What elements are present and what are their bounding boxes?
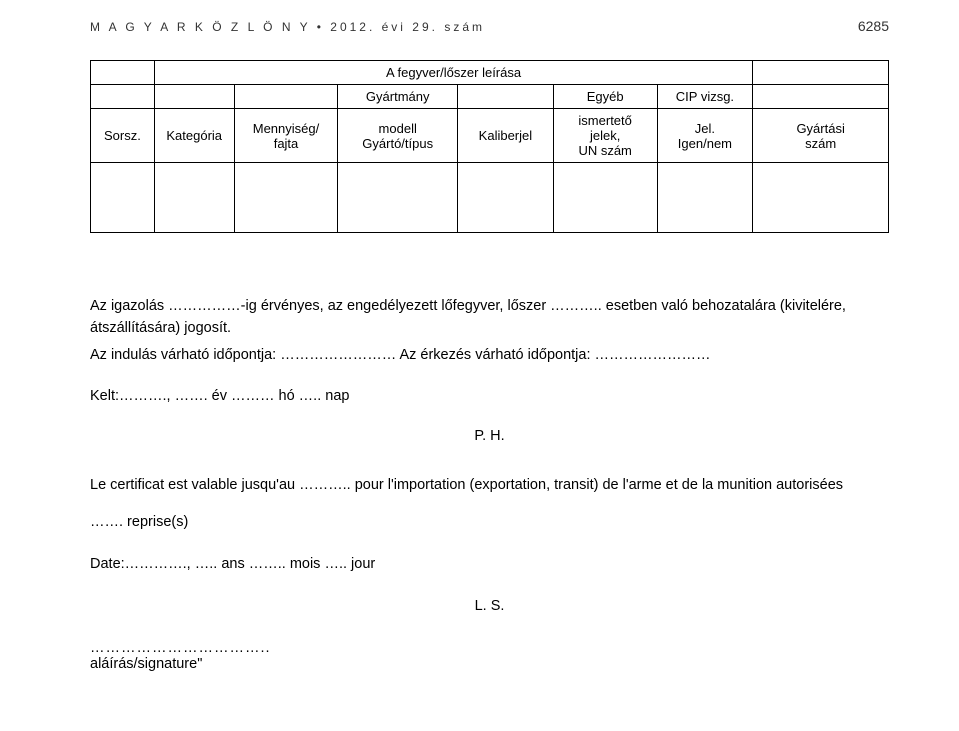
weapon-description-table: A fegyver/lőszer leírása Gyártmány Egyéb… bbox=[90, 60, 889, 233]
igazolas-line: Az igazolás ……………-ig érvényes, az engedé… bbox=[90, 295, 889, 340]
data-cell bbox=[458, 163, 554, 233]
reprise-line: ……. reprise(s) bbox=[90, 511, 889, 533]
header-left: M A G Y A R K Ö Z L Ö N Y • 2012. évi 29… bbox=[90, 20, 485, 34]
col-kaliber: Kaliberjel bbox=[458, 109, 554, 163]
cell-blank bbox=[458, 85, 554, 109]
table-title: A fegyver/lőszer leírása bbox=[154, 61, 752, 85]
data-cell bbox=[753, 163, 889, 233]
ls-stamp: L. S. bbox=[90, 598, 889, 614]
signature-dots: …………………………….. bbox=[90, 640, 889, 656]
cell-blank bbox=[234, 85, 338, 109]
col-kategoria: Kategória bbox=[154, 109, 234, 163]
col-ismerteto: ismertető jelek, UN szám bbox=[553, 109, 657, 163]
body-text-block: Az igazolás ……………-ig érvényes, az engedé… bbox=[90, 295, 889, 366]
header-page-number: 6285 bbox=[858, 18, 889, 34]
data-cell bbox=[234, 163, 338, 233]
col-cip: CIP vizsg. bbox=[657, 85, 753, 109]
indulas-line: Az indulás várható időpontja: …………………… A… bbox=[90, 344, 889, 366]
data-cell bbox=[657, 163, 753, 233]
page-header: M A G Y A R K Ö Z L Ö N Y • 2012. évi 29… bbox=[90, 18, 889, 34]
data-cell bbox=[553, 163, 657, 233]
col-gyartmany: Gyártmány bbox=[338, 85, 458, 109]
cell-blank bbox=[91, 61, 155, 85]
col-mennyiseg: Mennyiség/ fajta bbox=[234, 109, 338, 163]
kelt-line: Kelt:………., ……. év ……… hó ….. nap bbox=[90, 388, 889, 404]
signature-label: aláírás/signature" bbox=[90, 656, 889, 672]
cell-blank bbox=[753, 85, 889, 109]
certificat-line: Le certificat est valable jusqu'au ………..… bbox=[90, 474, 889, 496]
col-egyeb: Egyéb bbox=[553, 85, 657, 109]
col-modell: modell Gyártó/típus bbox=[338, 109, 458, 163]
data-cell bbox=[338, 163, 458, 233]
col-gyartasi: Gyártási szám bbox=[753, 109, 889, 163]
col-jel: Jel. Igen/nem bbox=[657, 109, 753, 163]
cell-blank bbox=[154, 85, 234, 109]
signature-block: …………………………….. aláírás/signature" bbox=[90, 640, 889, 672]
cell-blank bbox=[91, 85, 155, 109]
cell-blank bbox=[753, 61, 889, 85]
french-block: Le certificat est valable jusqu'au ………..… bbox=[90, 474, 889, 533]
data-cell bbox=[154, 163, 234, 233]
date-line: Date:…………., ….. ans …….. mois ….. jour bbox=[90, 556, 889, 572]
ph-stamp: P. H. bbox=[90, 428, 889, 444]
data-cell bbox=[91, 163, 155, 233]
col-sorsz: Sorsz. bbox=[91, 109, 155, 163]
